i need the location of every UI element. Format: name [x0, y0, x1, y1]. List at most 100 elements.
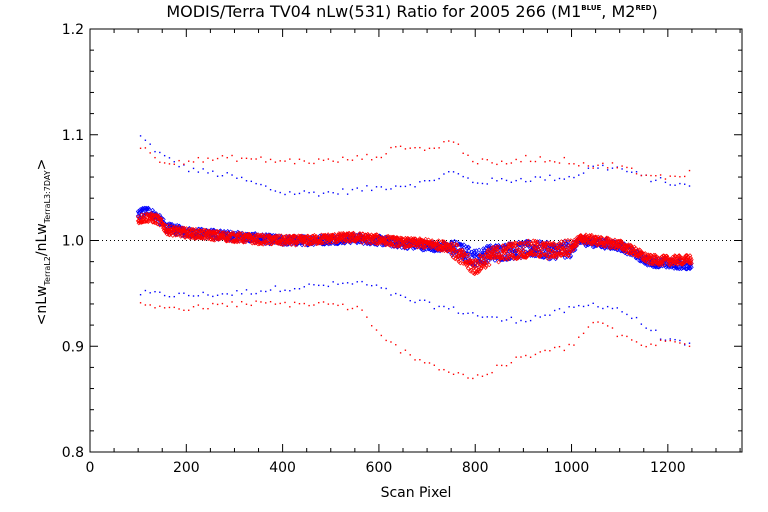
mean-ratio-point	[359, 240, 365, 245]
x-tick-label: 200	[173, 460, 200, 476]
mean-ratio-point	[496, 259, 501, 265]
mean-ratio-point	[495, 247, 501, 253]
mean-ratio-point	[161, 225, 166, 231]
mean-ratio-point	[489, 245, 495, 251]
lower-envelope-point	[183, 292, 185, 294]
lower-envelope-point	[674, 341, 676, 343]
lower-envelope-point	[159, 305, 161, 307]
upper-envelope-point	[525, 180, 527, 183]
upper-envelope-point	[168, 163, 171, 165]
lower-envelope-point	[587, 326, 590, 328]
mean-ratio-point	[550, 243, 556, 248]
mean-ratio-point	[370, 238, 376, 244]
lower-envelope-point	[284, 301, 286, 304]
mean-ratio-point	[148, 216, 153, 222]
mean-ratio-point	[645, 259, 650, 265]
mean-ratio-point	[476, 247, 482, 253]
upper-envelope-point	[144, 139, 147, 141]
mean-ratio-point	[230, 230, 236, 235]
upper-envelope-point	[669, 184, 671, 186]
mean-ratio-point	[506, 244, 511, 249]
mean-ratio-point	[346, 239, 351, 244]
upper-envelope-point	[293, 162, 296, 165]
lower-envelope-point	[621, 311, 623, 313]
mean-ratio-point	[312, 234, 318, 240]
lower-envelope-point	[428, 301, 431, 303]
mean-ratio-point	[531, 252, 537, 257]
upper-envelope-point	[659, 177, 662, 179]
mean-ratio-point	[656, 264, 662, 270]
mean-ratio-point	[590, 244, 596, 250]
upper-envelope-point	[674, 175, 676, 177]
mean-ratio-point	[286, 234, 291, 239]
upper-envelope-point	[390, 188, 392, 190]
mean-ratio-point	[508, 248, 514, 254]
lower-envelope-point	[664, 339, 667, 341]
lower-envelope-point	[650, 329, 652, 332]
upper-envelope-point	[159, 161, 161, 163]
upper-envelope-point	[265, 185, 267, 187]
mean-ratio-point	[476, 269, 482, 274]
upper-envelope-point	[221, 175, 224, 177]
mean-ratio-point	[647, 252, 653, 258]
mean-ratio-point	[301, 239, 306, 245]
mean-ratio-point	[460, 258, 466, 264]
mean-ratio-point	[413, 236, 418, 242]
y-tick-label: 0.8	[62, 445, 84, 461]
upper-envelope-point	[476, 182, 479, 184]
lower-envelope-point	[356, 281, 358, 283]
lower-envelope-point	[669, 339, 671, 342]
mean-ratio-point	[500, 243, 506, 249]
lower-envelope-point	[520, 319, 522, 322]
lower-envelope-point	[683, 343, 686, 345]
mean-ratio-point	[533, 240, 539, 245]
upper-envelope-point	[395, 185, 397, 187]
upper-envelope-point	[448, 171, 450, 173]
y-tick-label: 1.1	[62, 128, 84, 144]
lower-envelope-point	[303, 302, 305, 305]
upper-envelope-point	[366, 153, 368, 156]
upper-envelope-point	[688, 169, 691, 172]
mean-ratio-point	[266, 240, 272, 246]
lower-envelope-point	[510, 361, 513, 364]
lower-envelope-point	[433, 364, 435, 366]
lower-envelope-point	[346, 308, 349, 311]
upper-envelope-point	[587, 165, 590, 167]
lower-envelope-point	[390, 294, 392, 296]
mean-ratio-point	[676, 260, 681, 265]
lower-envelope-point	[327, 303, 330, 305]
chart-title-sup-red: RED	[635, 4, 651, 12]
lower-envelope-point	[626, 313, 628, 316]
mean-ratio-point	[688, 258, 694, 264]
upper-envelope-point	[399, 145, 402, 147]
mean-ratio-point	[389, 240, 394, 246]
lower-envelope-point	[669, 338, 671, 340]
mean-ratio-point	[636, 254, 642, 259]
lower-envelope-point	[501, 364, 503, 367]
mean-ratio-point	[402, 240, 407, 246]
mean-ratio-point	[493, 255, 498, 260]
upper-envelope-point	[298, 192, 301, 195]
upper-envelope-point	[414, 186, 416, 188]
upper-envelope-point	[582, 162, 585, 164]
mean-ratio-point	[387, 236, 392, 241]
lower-envelope-point	[419, 299, 421, 301]
upper-envelope-point	[279, 191, 281, 194]
lower-envelope-point	[163, 294, 166, 297]
mean-ratio-point	[547, 240, 553, 246]
lower-envelope-point	[380, 334, 383, 337]
upper-envelope-point	[231, 174, 233, 176]
mean-ratio-point	[482, 260, 488, 265]
mean-ratio-point	[364, 238, 369, 244]
lower-envelope-point	[674, 338, 676, 341]
mean-ratio-point	[352, 234, 358, 240]
lower-envelope-point	[621, 334, 623, 337]
upper-envelope-point	[655, 175, 657, 177]
mean-ratio-point	[464, 263, 470, 269]
upper-envelope-point	[539, 176, 541, 178]
upper-envelope-point	[501, 160, 503, 162]
mean-ratio-point	[586, 236, 592, 241]
mean-ratio-point	[278, 241, 283, 247]
upper-envelope-point	[553, 161, 556, 163]
mean-ratio-point	[534, 242, 540, 247]
